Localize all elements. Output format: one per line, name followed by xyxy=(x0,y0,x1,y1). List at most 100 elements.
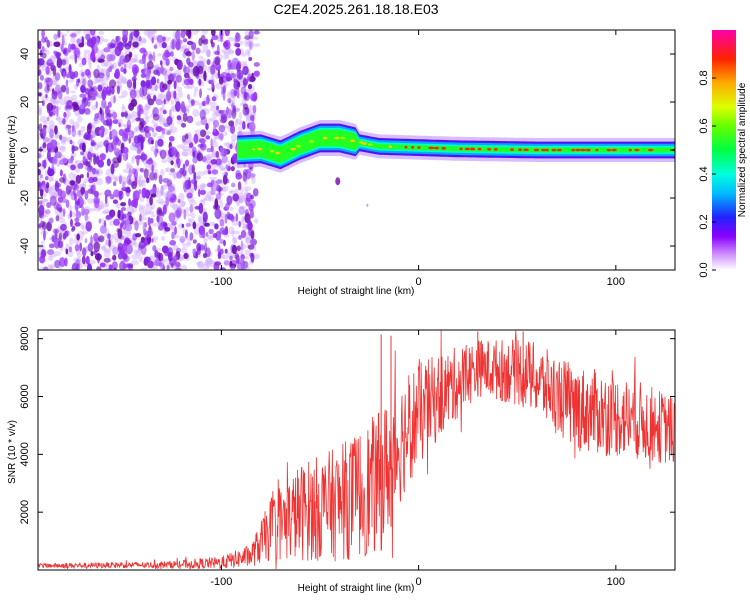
noise-blob xyxy=(195,47,201,55)
noise-blob xyxy=(140,141,144,150)
noise-blob xyxy=(77,162,84,169)
noise-haze xyxy=(134,53,138,61)
noise-haze xyxy=(146,30,151,35)
noise-haze xyxy=(207,196,215,202)
noise-haze xyxy=(202,169,210,175)
noise-blob xyxy=(114,45,122,57)
snr-frame xyxy=(37,329,676,571)
noise-blob xyxy=(112,246,119,256)
signal-hotspot xyxy=(417,146,421,149)
noise-blob xyxy=(175,74,183,83)
noise-haze xyxy=(42,147,48,153)
signal-hotspot xyxy=(606,148,612,152)
noise-blob xyxy=(99,262,106,268)
noise-haze xyxy=(144,211,151,215)
noise-blob xyxy=(236,69,244,80)
noise-haze xyxy=(202,262,210,270)
noise-haze xyxy=(142,38,147,44)
noise-haze xyxy=(69,118,75,125)
noise-blob xyxy=(86,263,93,270)
noise-blob xyxy=(103,257,111,263)
noise-blob xyxy=(242,65,249,76)
noise-haze xyxy=(138,206,144,215)
noise-haze xyxy=(48,266,53,270)
noise-blob xyxy=(236,245,241,252)
noise-blob xyxy=(153,69,159,75)
noise-haze xyxy=(187,104,193,108)
noise-blob xyxy=(230,166,235,172)
noise-blob xyxy=(65,86,70,95)
noise-haze xyxy=(160,236,166,241)
noise-haze xyxy=(230,133,238,142)
noise-haze xyxy=(205,257,212,262)
noise-haze xyxy=(135,250,142,257)
spectrogram-x-tick-label: -100 xyxy=(210,276,232,288)
noise-haze xyxy=(126,165,134,170)
noise-blob xyxy=(92,182,96,191)
noise-blob xyxy=(148,53,153,63)
noise-blob xyxy=(202,252,208,259)
noise-blob xyxy=(42,142,47,149)
noise-haze xyxy=(68,172,76,180)
noise-blob xyxy=(242,103,249,110)
noise-haze xyxy=(70,90,76,94)
noise-blob xyxy=(186,192,193,199)
signal-hotspot xyxy=(585,148,591,152)
signal-hotspot xyxy=(388,145,392,148)
noise-haze xyxy=(56,163,61,167)
noise-blob xyxy=(171,146,177,156)
noise-haze xyxy=(228,226,235,235)
noise-blob xyxy=(112,119,119,125)
noise-blob xyxy=(122,220,127,231)
noise-blob xyxy=(133,135,140,144)
noise-haze xyxy=(159,200,167,205)
noise-blob xyxy=(106,176,112,184)
noise-blob xyxy=(132,191,137,202)
noise-blob xyxy=(103,47,111,53)
noise-blob xyxy=(55,203,62,211)
noise-haze xyxy=(87,208,96,212)
noise-blob xyxy=(95,170,100,175)
noise-blob xyxy=(134,142,140,149)
noise-haze xyxy=(196,262,202,266)
noise-blob xyxy=(47,249,55,256)
noise-haze xyxy=(96,64,101,70)
noise-haze xyxy=(66,113,70,119)
noise-haze xyxy=(53,250,62,257)
noise-blob xyxy=(79,242,83,252)
noise-blob xyxy=(193,182,197,187)
noise-blob xyxy=(160,87,165,93)
noise-blob xyxy=(235,172,243,180)
noise-blob xyxy=(182,163,186,171)
noise-haze xyxy=(101,210,109,215)
noise-haze xyxy=(81,230,88,235)
noise-haze xyxy=(196,261,205,270)
noise-blob xyxy=(214,56,221,66)
noise-blob xyxy=(225,172,229,177)
noise-haze xyxy=(219,200,224,208)
snr-series-line xyxy=(38,330,675,570)
noise-blob xyxy=(225,76,233,81)
noise-haze xyxy=(200,50,207,54)
signal-hotspot xyxy=(361,142,367,145)
noise-haze xyxy=(75,30,82,35)
colorbar-gradient xyxy=(712,30,736,270)
noise-haze xyxy=(103,208,110,214)
noise-haze xyxy=(83,49,91,55)
noise-haze xyxy=(74,160,82,164)
noise-haze xyxy=(204,260,211,268)
noise-haze xyxy=(51,97,60,106)
snr-y-tick-label: 8000 xyxy=(19,326,31,350)
signal-hotspot xyxy=(647,148,654,152)
noise-haze xyxy=(193,86,199,93)
noise-haze xyxy=(49,99,53,103)
signal-hotspot xyxy=(628,148,632,152)
noise-blob xyxy=(54,125,58,135)
noise-haze xyxy=(232,236,238,241)
noise-blob xyxy=(226,106,229,115)
noise-haze xyxy=(234,188,239,195)
noise-blob xyxy=(62,49,67,55)
chart-title: C2E4.2025.261.18.18.E03 xyxy=(273,1,438,17)
noise-blob xyxy=(157,215,164,226)
noise-haze xyxy=(41,95,49,102)
